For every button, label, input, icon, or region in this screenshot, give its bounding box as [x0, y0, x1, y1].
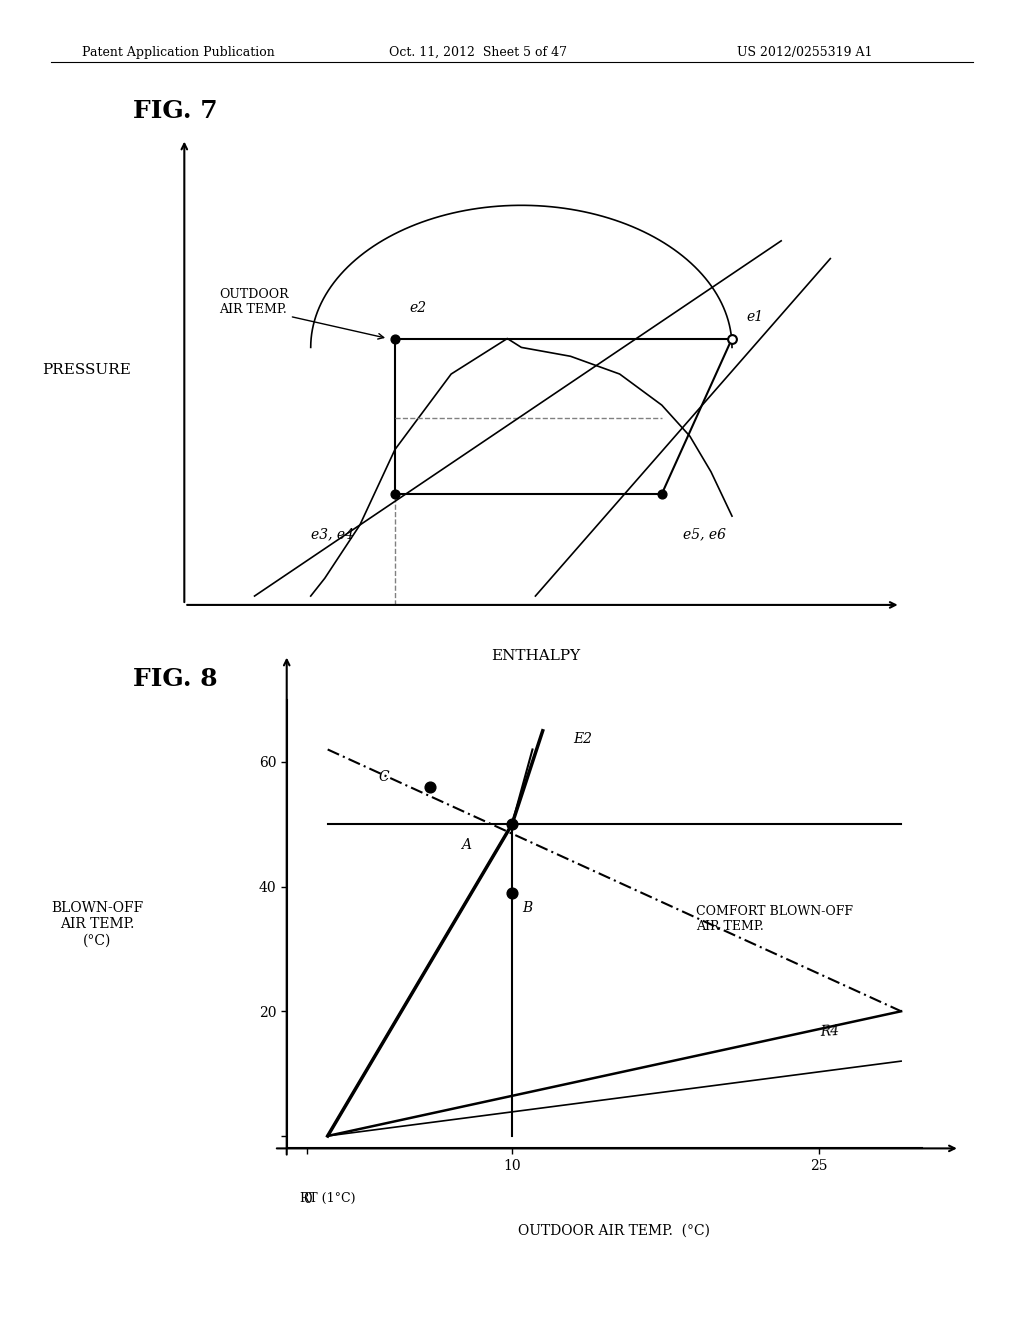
- Text: US 2012/0255319 A1: US 2012/0255319 A1: [737, 46, 872, 59]
- Point: [724, 327, 740, 348]
- Text: OUTDOOR AIR TEMP.  (°C): OUTDOOR AIR TEMP. (°C): [518, 1224, 711, 1237]
- Text: e2: e2: [409, 301, 426, 315]
- Text: COMFORT BLOWN-OFF
AIR TEMP.: COMFORT BLOWN-OFF AIR TEMP.: [696, 906, 853, 933]
- Text: C: C: [379, 770, 389, 784]
- Text: e5, e6: e5, e6: [683, 527, 726, 541]
- Point: [422, 776, 438, 797]
- Text: ENTHALPY: ENTHALPY: [490, 649, 580, 664]
- Text: e1: e1: [746, 310, 763, 323]
- Text: RT (1°C): RT (1°C): [300, 1192, 355, 1205]
- Text: 0: 0: [303, 1192, 311, 1206]
- Point: [387, 483, 403, 504]
- Text: OUTDOOR
AIR TEMP.: OUTDOOR AIR TEMP.: [219, 288, 289, 317]
- Point: [387, 327, 403, 348]
- Point: [504, 813, 520, 834]
- Point: [504, 882, 520, 903]
- Text: A: A: [461, 838, 471, 853]
- Text: e3, e4: e3, e4: [310, 527, 353, 541]
- Text: Patent Application Publication: Patent Application Publication: [82, 46, 274, 59]
- Point: [653, 483, 670, 504]
- Text: FIG. 7: FIG. 7: [133, 99, 218, 123]
- Text: FIG. 8: FIG. 8: [133, 667, 218, 690]
- Text: PRESSURE: PRESSURE: [43, 363, 131, 376]
- Text: R4: R4: [819, 1024, 840, 1039]
- Text: B: B: [522, 900, 532, 915]
- Text: Oct. 11, 2012  Sheet 5 of 47: Oct. 11, 2012 Sheet 5 of 47: [389, 46, 567, 59]
- Text: BLOWN-OFF
AIR TEMP.
(°C): BLOWN-OFF AIR TEMP. (°C): [51, 900, 143, 948]
- Text: E2: E2: [573, 733, 593, 746]
